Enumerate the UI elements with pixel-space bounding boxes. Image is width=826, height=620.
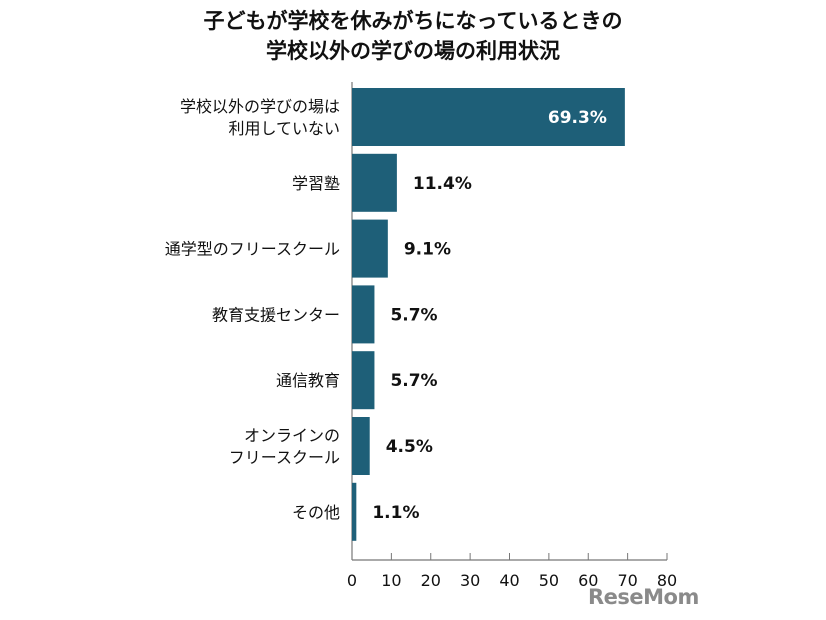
- category-label: オンラインの: [244, 426, 340, 445]
- category-label: 通学型のフリースクール: [165, 240, 340, 259]
- bar: [352, 285, 375, 344]
- x-tick-label: 30: [460, 571, 480, 590]
- bar: [352, 351, 375, 410]
- chart-title-line-2: 学校以外の学びの場の利用状況: [266, 39, 560, 63]
- category-label: 利用していない: [228, 119, 340, 138]
- category-label: 教育支援センター: [212, 305, 340, 324]
- x-tick-label: 50: [539, 571, 559, 590]
- x-tick-label: 80: [657, 571, 677, 590]
- value-label: 9.1%: [404, 240, 451, 260]
- x-tick-label: 20: [421, 571, 441, 590]
- category-label: その他: [292, 503, 340, 522]
- x-tick-label: 10: [381, 571, 401, 590]
- bar: [352, 153, 397, 212]
- x-tick-label: 60: [578, 571, 598, 590]
- value-label: 1.1%: [372, 503, 419, 523]
- category-label: 学習塾: [292, 174, 340, 193]
- category-label: 学校以外の学びの場は: [180, 97, 340, 116]
- x-tick-label: 0: [347, 571, 357, 590]
- x-tick-label: 70: [617, 571, 637, 590]
- x-tick-label: 40: [499, 571, 519, 590]
- resemom-logo: ReseMom: [588, 585, 699, 609]
- value-label: 11.4%: [413, 174, 472, 194]
- category-label: 通信教育: [276, 371, 340, 390]
- chart-title-line-1: 子どもが学校を休みがちになっているときの: [203, 9, 623, 33]
- value-label: 4.5%: [386, 437, 433, 457]
- bar: [352, 219, 388, 278]
- value-label: 69.3%: [548, 108, 607, 128]
- bar: [352, 88, 625, 146]
- value-label: 5.7%: [390, 305, 437, 325]
- bar: [352, 482, 357, 541]
- value-label: 5.7%: [390, 371, 437, 391]
- category-label: フリースクール: [229, 448, 340, 467]
- bar: [352, 417, 370, 475]
